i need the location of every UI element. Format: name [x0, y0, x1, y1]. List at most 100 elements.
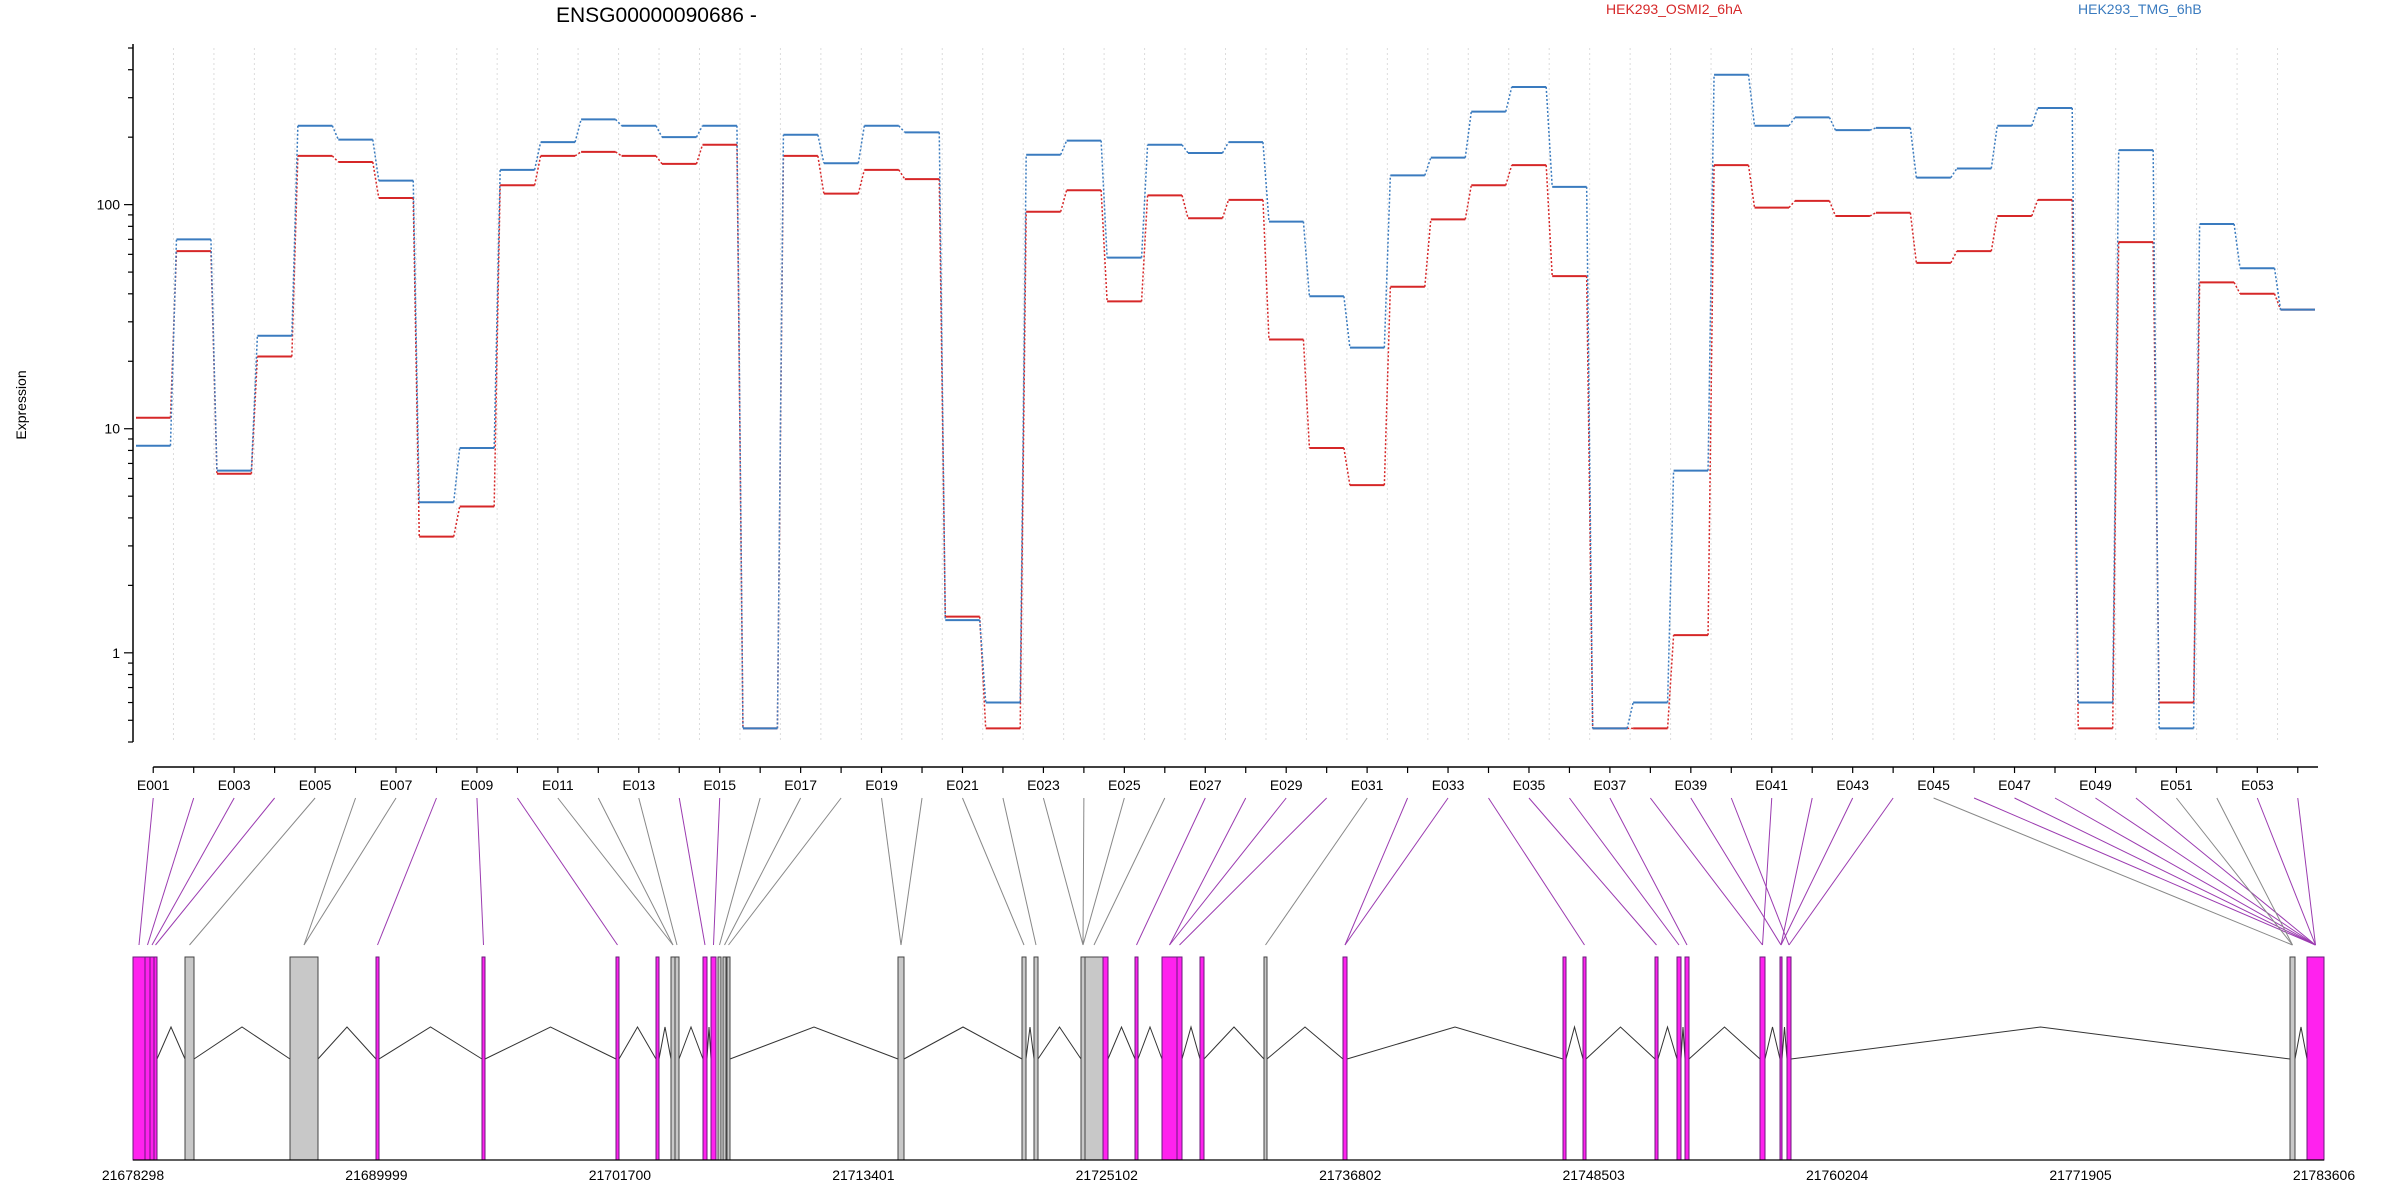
exon-connector: [1179, 797, 1328, 946]
intron-line: [156, 1025, 186, 1060]
series-connector: [1626, 702, 1634, 729]
exon-connector: [2054, 797, 2316, 946]
exon-significant: [1342, 956, 1348, 1161]
series-connector: [1019, 154, 1027, 703]
exon-significant: [1759, 956, 1766, 1161]
exon-significant: [655, 956, 660, 1161]
intron-line: [1025, 1026, 1035, 1060]
intron-line: [378, 1026, 483, 1060]
exon-connector: [1002, 797, 1037, 946]
exon: [717, 956, 722, 1161]
exon-connector: [2014, 797, 2316, 946]
x-tick-label: E035: [1513, 777, 1546, 793]
exon-significant: [1684, 956, 1690, 1161]
x-tick-label: E051: [2160, 777, 2193, 793]
intron-line: [1565, 1025, 1584, 1060]
series-connector: [695, 144, 704, 165]
x-tick-label: E013: [622, 777, 655, 793]
exon-connector: [1780, 797, 1813, 946]
exon-connector: [1169, 797, 1247, 946]
series-connector: [2152, 242, 2160, 703]
exon-connector: [2256, 797, 2316, 946]
exon: [1084, 956, 1104, 1161]
exon-connector: [713, 797, 721, 946]
series-connector: [452, 447, 461, 503]
exon-connector: [1528, 797, 1657, 946]
series-0: [136, 143, 2315, 730]
x-tick-label: E017: [784, 777, 817, 793]
series-connector: [615, 118, 623, 127]
series-connector: [1424, 219, 1432, 287]
series-connector: [1505, 86, 1513, 112]
series-connector: [1059, 140, 1068, 156]
series-connector: [493, 185, 501, 507]
series-connector: [1302, 221, 1311, 297]
series-connector: [372, 139, 380, 181]
exon-significant: [132, 956, 146, 1161]
exon-connector: [1344, 797, 1409, 946]
coordinate-label: 21713401: [832, 1167, 895, 1183]
exon-connector: [155, 797, 276, 946]
exon-connector: [1690, 797, 1782, 946]
series-connector: [250, 335, 259, 471]
series-connector: [898, 125, 906, 133]
x-tick-label: E045: [1917, 777, 1950, 793]
exon-significant: [1676, 956, 1682, 1161]
exon: [722, 956, 727, 1161]
exon-significant: [1161, 956, 1178, 1161]
coordinate-label: 21783606: [2293, 1167, 2356, 1183]
x-tick-label: E033: [1432, 777, 1465, 793]
exon-connector: [1973, 797, 2316, 946]
intron-line: [1657, 1025, 1678, 1060]
series-connector: [1666, 635, 1675, 729]
exon-connector: [1082, 797, 1085, 946]
exon-connector: [189, 797, 316, 946]
x-tick-label: E021: [946, 777, 979, 793]
exon-significant: [1786, 956, 1792, 1161]
series-connector: [898, 169, 906, 180]
exon-connector: [1780, 797, 1854, 946]
series-connector: [1383, 286, 1392, 486]
series-connector: [817, 134, 825, 164]
intron-line: [1688, 1026, 1761, 1060]
series-connector: [1424, 157, 1432, 176]
series-connector: [2152, 150, 2160, 729]
series-1: [136, 73, 2315, 730]
exon-connector: [151, 797, 235, 946]
series-connector: [1505, 164, 1513, 186]
series-connector: [857, 169, 866, 194]
intron-line: [1585, 1026, 1656, 1060]
x-tick-label: E029: [1270, 777, 1303, 793]
exon: [1080, 956, 1086, 1161]
series-connector: [1585, 276, 1594, 729]
series-connector: [1140, 144, 1149, 258]
series-connector: [655, 125, 663, 138]
exon: [289, 956, 319, 1161]
exon-connector: [557, 797, 674, 946]
exon-significant: [1134, 956, 1139, 1161]
y-axis-label: Expression: [13, 370, 29, 439]
plot-series: [136, 73, 2315, 730]
series-connector: [1990, 215, 1999, 252]
series-connector: [1100, 140, 1108, 258]
series-connector: [1950, 168, 1958, 179]
exon-significant: [1102, 956, 1109, 1161]
x-tick-label: E007: [380, 777, 413, 793]
x-tick-label: E053: [2241, 777, 2274, 793]
exon-connector: [303, 797, 397, 946]
series-connector: [250, 356, 259, 474]
series-connector: [1545, 86, 1553, 187]
exon-connector: [728, 797, 842, 946]
vertical-grid: [172, 48, 2279, 742]
series-connector: [938, 132, 947, 621]
coordinate-label: 21725102: [1076, 1167, 1139, 1183]
exon-connector: [1762, 797, 1773, 946]
exon-connector: [1730, 797, 1790, 946]
exon: [726, 956, 731, 1161]
exon-significant: [1176, 956, 1183, 1161]
exon-connector: [1788, 797, 1894, 946]
exon-connector: [1609, 797, 1688, 946]
intron-line: [903, 1026, 1023, 1060]
series-connector: [1545, 165, 1553, 277]
series-connector: [1262, 142, 1270, 222]
